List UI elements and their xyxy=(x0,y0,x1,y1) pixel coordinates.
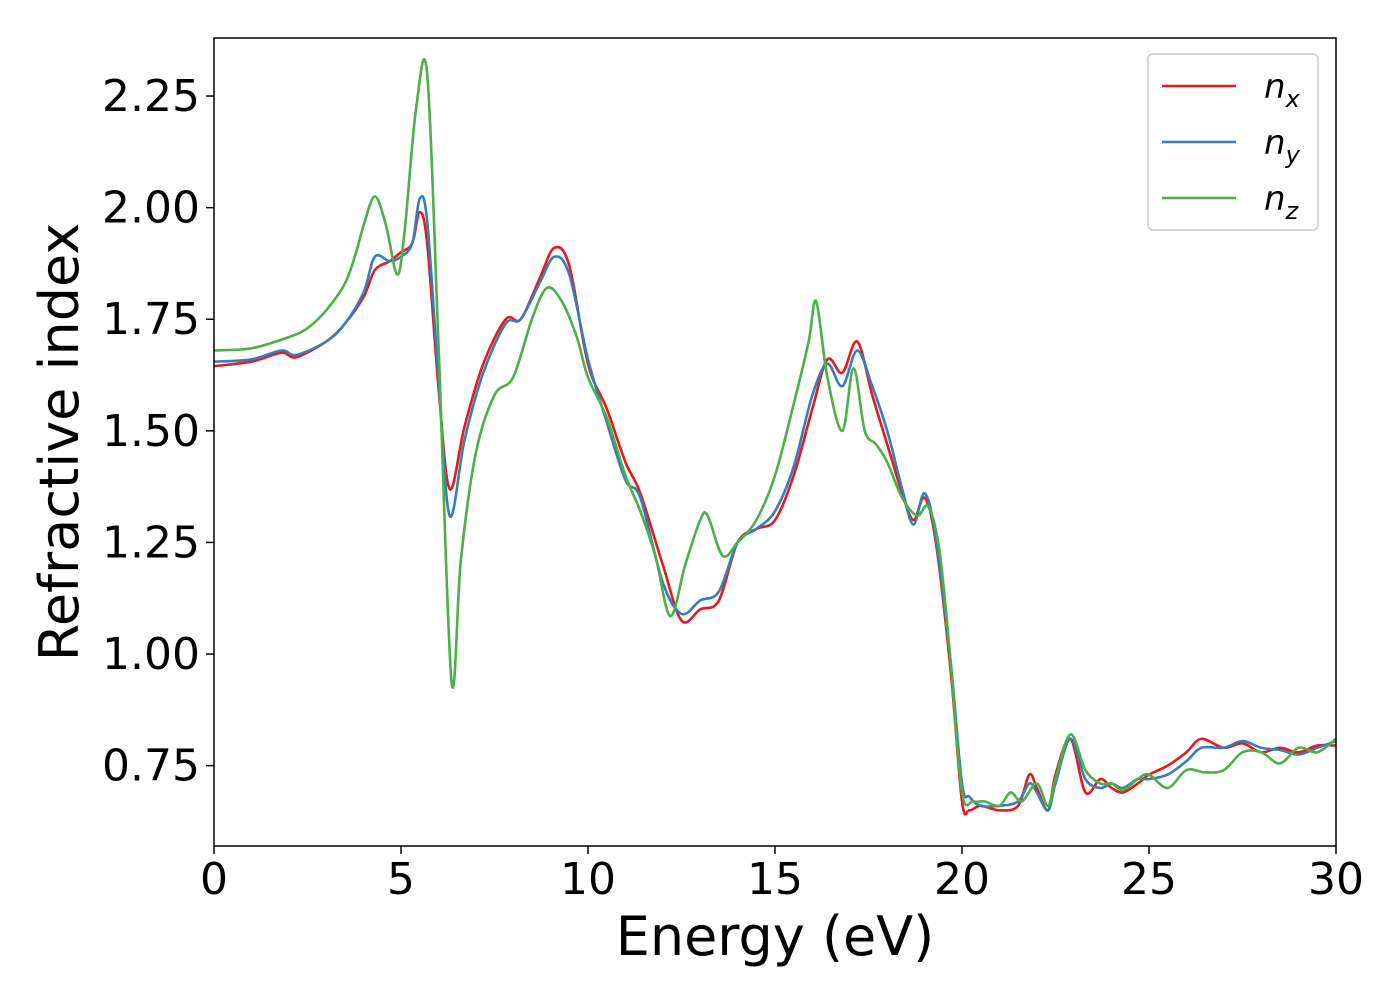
y-tick-label: 2.25 xyxy=(102,71,200,122)
y-tick-label: 0.75 xyxy=(102,741,200,792)
legend: nx ny nz xyxy=(1147,53,1319,231)
y-axis-ticks: 0.75 1.00 1.25 1.50 1.75 2.00 2.25 xyxy=(102,71,214,792)
legend-label: nx xyxy=(1264,67,1301,113)
legend-item-n-x: nx xyxy=(1162,67,1301,113)
y-tick-label: 1.75 xyxy=(102,294,200,345)
series-line-n-z xyxy=(214,57,1336,808)
legend-item-n-z: nz xyxy=(1162,179,1300,225)
x-axis-ticks: 0 5 10 15 20 25 30 xyxy=(200,846,1364,905)
x-tick-label: 0 xyxy=(200,854,228,905)
y-axis-title: Refractive index xyxy=(28,223,91,662)
y-tick-label: 1.00 xyxy=(102,629,200,680)
legend-item-n-y: ny xyxy=(1162,123,1301,169)
series-line-n-y xyxy=(214,194,1336,812)
legend-label: nz xyxy=(1264,179,1300,225)
legend-label: ny xyxy=(1264,123,1301,169)
x-tick-label: 20 xyxy=(934,854,990,905)
x-tick-label: 15 xyxy=(747,854,803,905)
x-tick-label: 30 xyxy=(1308,854,1364,905)
series-layer xyxy=(214,57,1336,816)
x-tick-label: 10 xyxy=(560,854,616,905)
y-tick-label: 1.25 xyxy=(102,517,200,568)
x-tick-label: 5 xyxy=(387,854,415,905)
y-tick-label: 2.00 xyxy=(102,183,200,234)
x-tick-label: 25 xyxy=(1121,854,1177,905)
x-axis-title: Energy (eV) xyxy=(616,905,935,968)
y-tick-label: 1.50 xyxy=(102,406,200,457)
